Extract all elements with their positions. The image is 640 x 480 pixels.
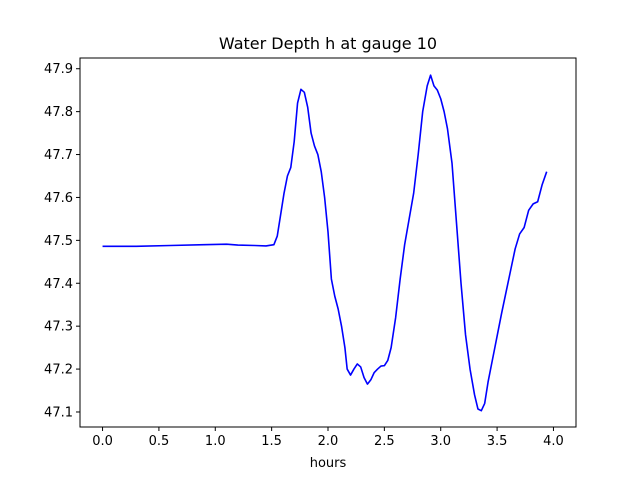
x-tick-label: 1.0: [205, 434, 226, 449]
x-tick-label: 0.5: [149, 434, 170, 449]
x-tick-label: 0.0: [92, 434, 113, 449]
plot-area: 0.0 0.5 1.0 1.5 2.0 2.5 3.0 3.5 4.0 47.1 47.2 47.3 4…: [44, 57, 577, 449]
y-tick-label: 47.6: [44, 191, 73, 206]
y-tick-label: 47.3: [44, 320, 73, 335]
y-tick-label: 47.4: [44, 277, 73, 292]
y-tick-label: 47.2: [44, 363, 73, 378]
y-tick-label: 47.9: [44, 62, 73, 77]
x-tick-label: 3.0: [430, 434, 451, 449]
chart-title: Water Depth h at gauge 10: [219, 34, 437, 53]
x-tick-label: 4.0: [543, 434, 564, 449]
y-tick-label: 47.1: [44, 405, 73, 420]
y-tick-label: 47.5: [44, 234, 73, 249]
x-tick-label: 3.5: [487, 434, 508, 449]
y-tick-label: 47.8: [44, 105, 73, 120]
x-tick-label: 2.0: [318, 434, 339, 449]
x-tick-label: 2.5: [374, 434, 395, 449]
x-axis-label: hours: [310, 456, 347, 471]
y-tick-label: 47.7: [44, 148, 73, 163]
series-line-0: [102, 74, 548, 412]
x-tick-label: 1.5: [261, 434, 282, 449]
